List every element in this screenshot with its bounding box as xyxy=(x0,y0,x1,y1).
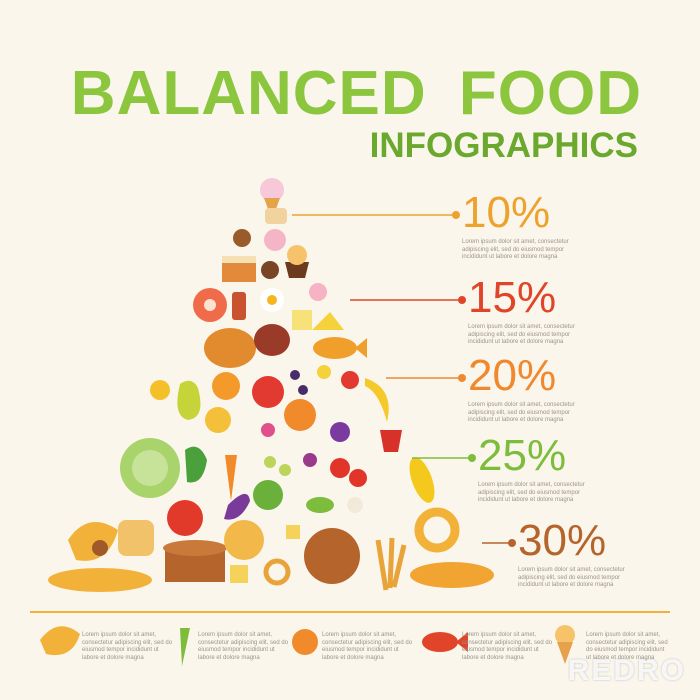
connectors xyxy=(292,211,516,547)
footer-description: Lorem ipsum dolor sit amet, consectetur … xyxy=(586,632,668,661)
watermark: REDRO xyxy=(567,654,686,687)
percent: 25% xyxy=(478,431,567,480)
connector-dot xyxy=(468,454,476,462)
food-pyramid xyxy=(48,178,494,592)
subtitle: INFOGRAPHICS xyxy=(369,126,638,165)
level-description: Lorem ipsum dolor sit amet, consectetur … xyxy=(462,239,569,260)
level-description: Lorem ipsum dolor sit amet, consectetur … xyxy=(468,324,575,345)
footer-description: Lorem ipsum dolor sit amet, consectetur … xyxy=(82,632,173,661)
footer-description: Lorem ipsum dolor sit amet, consectetur … xyxy=(462,632,553,661)
connector-dot xyxy=(452,211,460,219)
connector-dot xyxy=(458,296,466,304)
percent: 10% xyxy=(462,188,551,237)
level-description: Lorem ipsum dolor sit amet, consectetur … xyxy=(518,567,625,588)
footer-description: Lorem ipsum dolor sit amet, consectetur … xyxy=(198,632,289,661)
level-description: Lorem ipsum dolor sit amet, consectetur … xyxy=(468,402,575,423)
footer-description: Lorem ipsum dolor sit amet, consectetur … xyxy=(322,632,413,661)
title: BALANCED FOOD xyxy=(70,59,642,128)
connector-dot xyxy=(458,374,466,382)
connector-dot xyxy=(508,539,516,547)
footer-icons xyxy=(40,625,575,666)
level-description: Lorem ipsum dolor sit amet, consectetur … xyxy=(478,482,585,503)
percent: 30% xyxy=(518,516,607,565)
percent: 20% xyxy=(468,351,557,400)
percent: 15% xyxy=(468,273,557,322)
